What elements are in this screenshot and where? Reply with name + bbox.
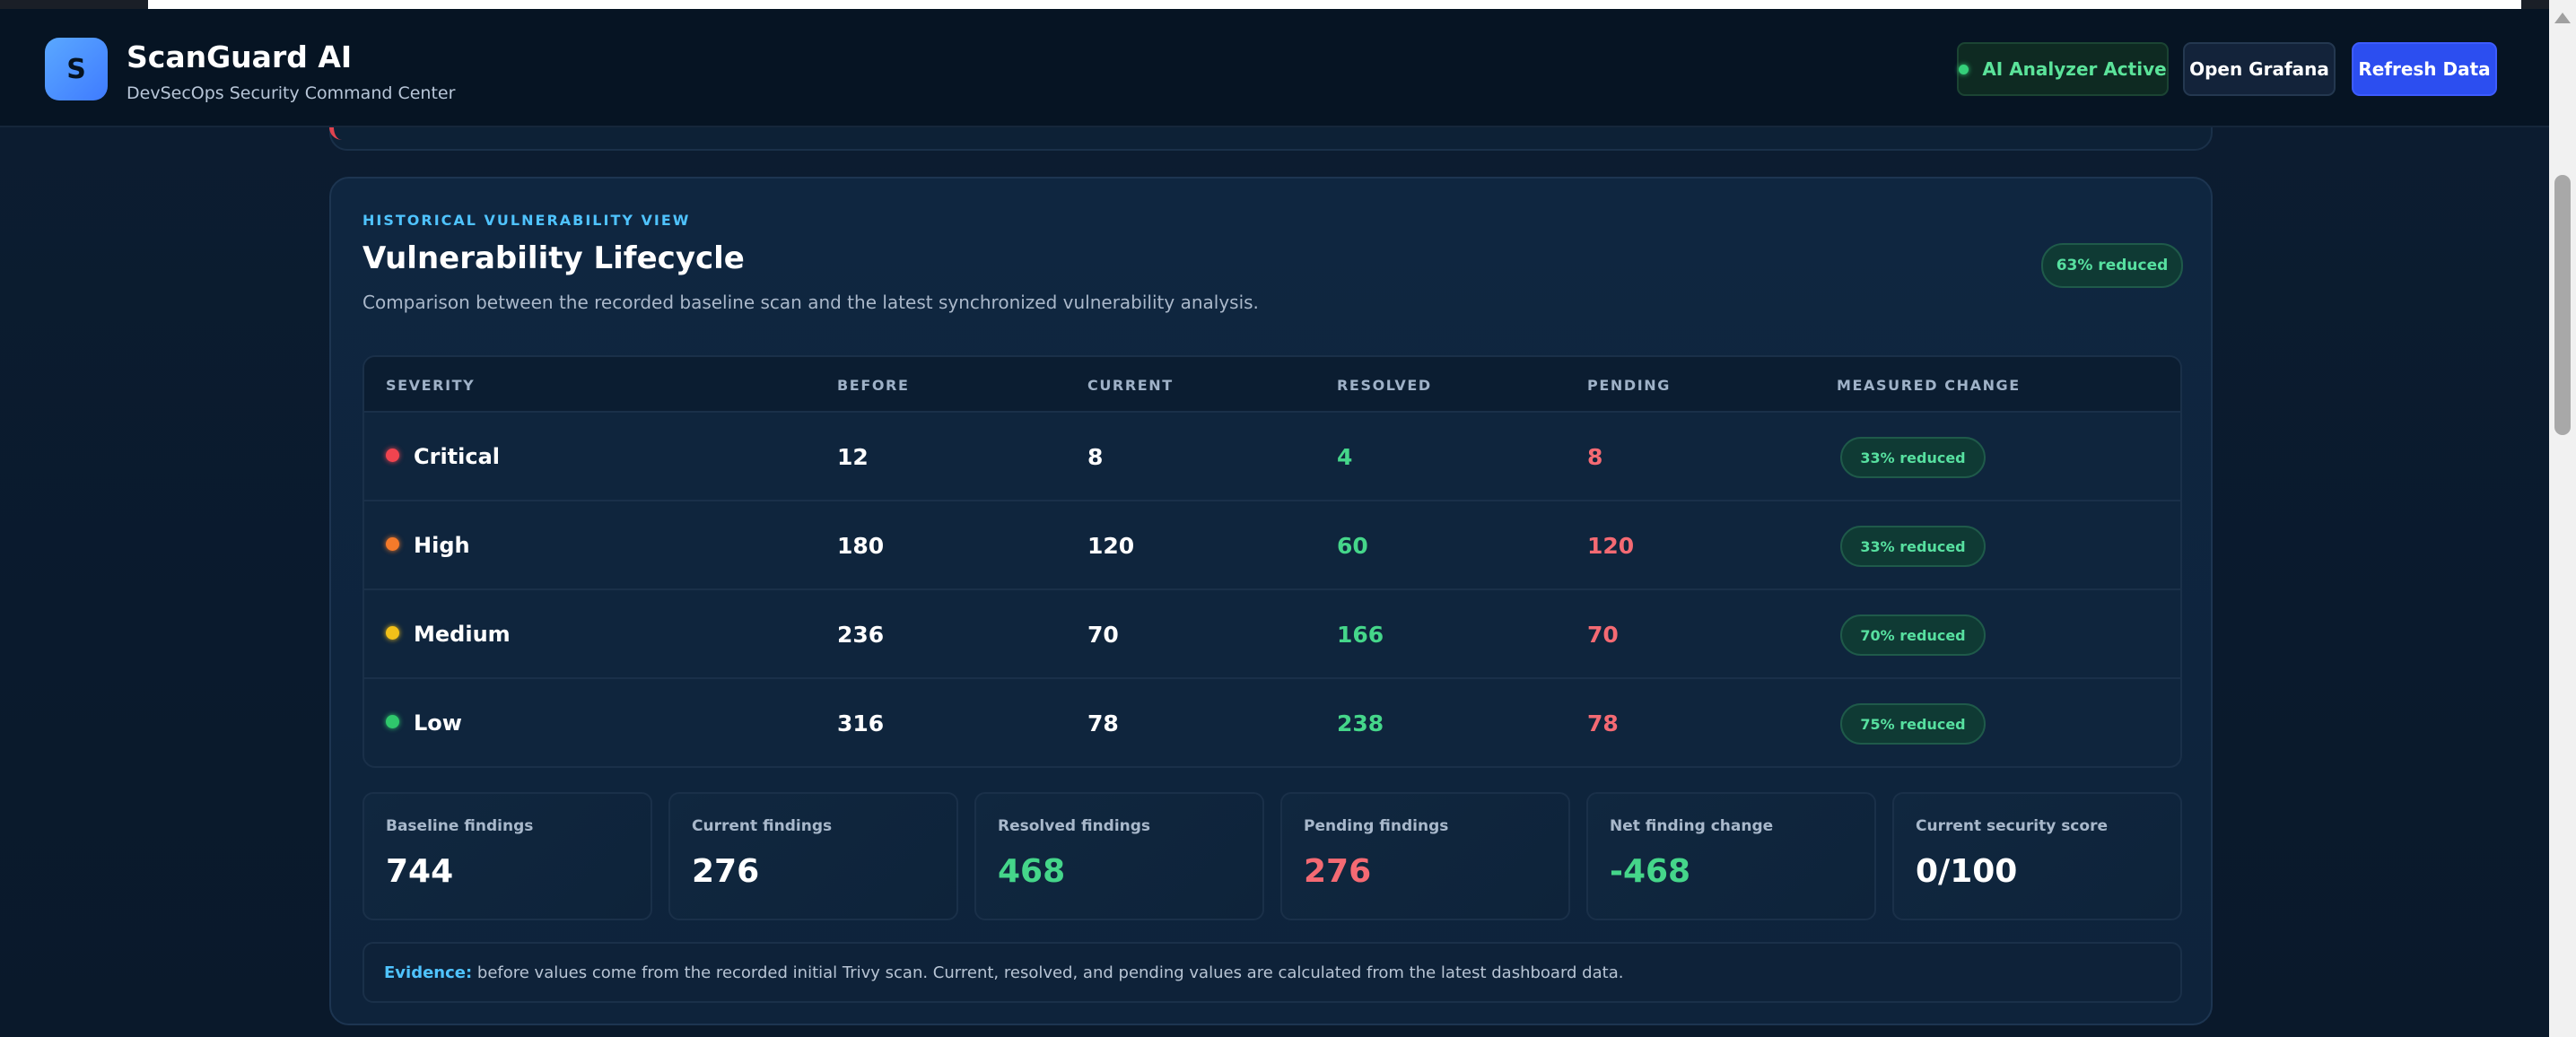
column-header-measured-change: MEASURED CHANGE [1837,377,2021,394]
change-badge: 75% reduced [1840,703,1986,745]
before-value: 236 [837,622,885,648]
table-header: SEVERITY BEFORE CURRENT RESOLVED PENDING… [364,357,2180,413]
severity-dot-icon [386,715,399,728]
stat-label: Net finding change [1610,817,1774,835]
ai-analyzer-status-button[interactable]: AI Analyzer Active [1957,42,2169,96]
table-row: Medium 236 70 166 70 70% reduced [364,590,2180,679]
resolved-value: 166 [1337,622,1384,648]
change-badge: 33% reduced [1840,437,1986,478]
evidence-body: before values come from the recorded ini… [472,963,1624,982]
column-header-severity: SEVERITY [386,377,476,394]
ai-analyzer-status-label: AI Analyzer Active [1982,58,2167,80]
change-badge: 33% reduced [1840,526,1986,567]
current-value: 120 [1087,533,1135,559]
previous-card-accent [329,120,342,140]
browser-top-bar [148,0,2521,9]
column-header-resolved: RESOLVED [1337,377,1432,394]
app-title: ScanGuard AI [127,39,353,74]
page: S ScanGuard AI DevSecOps Security Comman… [0,9,2549,1037]
resolved-value: 4 [1337,444,1353,470]
scroll-up-arrow-icon[interactable] [2554,13,2571,23]
evidence-text: Evidence: before values come from the re… [384,963,1623,982]
severity-label: Critical [414,444,501,469]
evidence-note: Evidence: before values come from the re… [362,942,2182,1003]
current-value: 70 [1087,622,1119,648]
lifecycle-table: SEVERITY BEFORE CURRENT RESOLVED PENDING… [362,355,2182,768]
status-dot-icon [1959,64,1969,74]
table-row: High 180 120 60 120 33% reduced [364,501,2180,590]
stat-label: Pending findings [1304,817,1449,835]
app-logo: S [45,38,108,100]
card-description: Comparison between the recorded baseline… [362,292,1259,313]
card-eyebrow: HISTORICAL VULNERABILITY VIEW [362,212,691,229]
refresh-data-button[interactable]: Refresh Data [2352,42,2497,96]
vulnerability-lifecycle-card: HISTORICAL VULNERABILITY VIEW Vulnerabil… [329,177,2213,1025]
scrollbar-thumb[interactable] [2554,175,2571,435]
resolved-value: 60 [1337,533,1368,559]
app-header: S ScanGuard AI DevSecOps Security Comman… [0,9,2549,127]
pending-value: 78 [1587,710,1619,736]
evidence-key: Evidence: [384,963,473,982]
vertical-scrollbar[interactable] [2549,0,2576,1037]
severity-label: High [414,533,470,558]
severity-dot-icon [386,626,399,640]
column-header-pending: PENDING [1587,377,1672,394]
pending-value: 8 [1587,444,1603,470]
severity-label: Low [414,710,462,736]
stat-baseline-findings: Baseline findings 744 [362,792,652,920]
card-title: Vulnerability Lifecycle [362,240,745,276]
stat-label: Current security score [1916,817,2108,835]
severity-label: Medium [414,622,511,647]
stat-label: Baseline findings [386,817,534,835]
stat-value: 744 [386,853,454,890]
stat-current-security-score: Current security score 0/100 [1892,792,2182,920]
pending-value: 120 [1587,533,1635,559]
before-value: 316 [837,710,885,736]
open-grafana-button[interactable]: Open Grafana [2183,42,2336,96]
stat-value: 276 [1304,853,1372,890]
stat-value: 468 [998,853,1066,890]
stat-value: 276 [692,853,760,890]
stat-resolved-findings: Resolved findings 468 [974,792,1264,920]
current-value: 8 [1087,444,1104,470]
table-row: Critical 12 8 4 8 33% reduced [364,413,2180,501]
pending-value: 70 [1587,622,1619,648]
stat-value: -468 [1610,853,1691,890]
browser-top-strip [0,0,2576,9]
change-badge: 70% reduced [1840,614,1986,656]
resolved-value: 238 [1337,710,1384,736]
stat-current-findings: Current findings 276 [668,792,958,920]
before-value: 180 [837,533,885,559]
app-subtitle: DevSecOps Security Command Center [127,83,456,103]
severity-dot-icon [386,537,399,551]
current-value: 78 [1087,710,1119,736]
stat-pending-findings: Pending findings 276 [1280,792,1570,920]
column-header-current: CURRENT [1087,377,1174,394]
before-value: 12 [837,444,869,470]
stat-net-finding-change: Net finding change -468 [1586,792,1876,920]
stat-label: Resolved findings [998,817,1151,835]
severity-dot-icon [386,449,399,462]
stat-label: Current findings [692,817,833,835]
overall-reduction-badge: 63% reduced [2041,243,2183,288]
table-row: Low 316 78 238 78 75% reduced [364,679,2180,766]
column-header-before: BEFORE [837,377,910,394]
stat-value: 0/100 [1916,853,2018,890]
